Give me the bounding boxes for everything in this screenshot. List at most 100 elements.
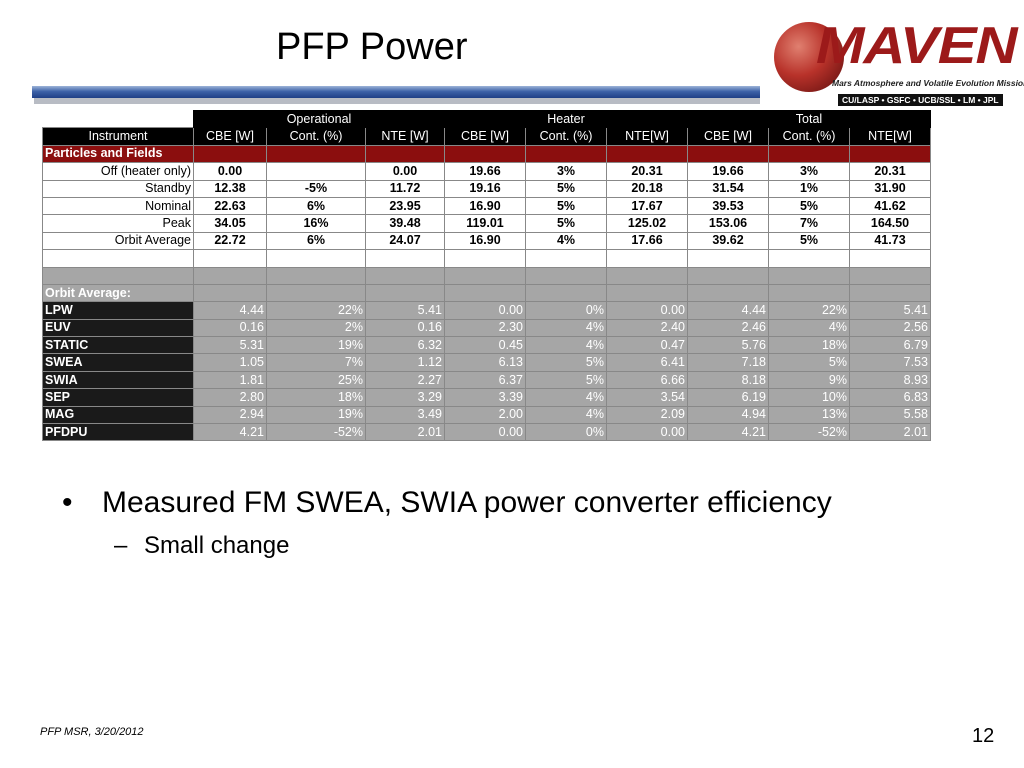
bullet-2-text: Small change [144, 532, 290, 559]
table-cell: 0.45 [444, 336, 526, 355]
row-label: LPW [42, 301, 194, 320]
power-table: Operational Heater Total Instrument CBE … [42, 109, 931, 442]
table-cell: 4% [525, 336, 607, 355]
table-cell: 6.37 [444, 370, 526, 390]
col-header: Cont. (%) [525, 127, 607, 146]
table-cell: 3.29 [365, 388, 445, 407]
section-cell [687, 144, 769, 164]
table-cell: 4.21 [687, 423, 769, 442]
grey-cell [687, 283, 769, 303]
table-cell: 0% [525, 301, 607, 320]
table-cell: 4% [525, 388, 607, 407]
table-cell: 4.44 [687, 301, 769, 320]
table-cell: 6.79 [849, 336, 931, 355]
table-cell: 7% [266, 353, 366, 372]
table-cell [266, 162, 366, 181]
table-cell: 31.90 [849, 179, 931, 198]
table-cell: 2.01 [849, 423, 931, 442]
grey-cell [606, 266, 688, 285]
grey-cell [266, 283, 366, 303]
table-cell: 41.62 [849, 196, 931, 216]
title-underline-bar [32, 86, 760, 98]
table-row: Peak 34.05 16% 39.48 119.01 5% 125.02 153.06 7% 1… [42, 214, 931, 233]
table-cell: 4% [525, 231, 607, 251]
table-cell: 4.94 [687, 405, 769, 425]
grey-cell [266, 266, 366, 285]
table-row: Off (heater only) 0.00 0.00 19.66 3% 20.31 19.… [42, 162, 931, 181]
row-label: Peak [42, 214, 194, 233]
table-cell: 20.18 [606, 179, 688, 198]
table-cell: 11.72 [365, 179, 445, 198]
table-row: SEP 2.80 18% 3.29 3.39 4% 3.54 6.19 10% 6.83 [42, 388, 931, 407]
section-cell [606, 144, 688, 164]
spacer-cell [193, 249, 267, 268]
table-cell: 5.31 [193, 336, 267, 355]
table-cell: 0.00 [606, 301, 688, 320]
table-cell: 19% [266, 336, 366, 355]
table-cell: 22% [266, 301, 366, 320]
spacer-cell [365, 249, 445, 268]
spacer-cell [444, 249, 526, 268]
grey-cell [768, 266, 850, 285]
table-cell: 20.31 [606, 162, 688, 181]
table-cell: 3.54 [606, 388, 688, 407]
table-cell: 6.41 [606, 353, 688, 372]
table-cell: 5% [525, 370, 607, 390]
table-cell: 16% [266, 214, 366, 233]
table-cell: 5% [525, 214, 607, 233]
table-cell: 5% [525, 179, 607, 198]
table-cell: 3% [768, 162, 850, 181]
table-cell: 2.30 [444, 318, 526, 338]
section-cell [266, 144, 366, 164]
row-label: STATIC [42, 336, 194, 355]
table-cell: 7.18 [687, 353, 769, 372]
section-cell [768, 144, 850, 164]
logo-wordmark: MAVEN [816, 17, 1018, 75]
spacer-row [42, 249, 931, 268]
row-label: Standby [42, 179, 194, 198]
table-cell: -52% [266, 423, 366, 442]
table-cell: 5.76 [687, 336, 769, 355]
table-cell: 5% [768, 196, 850, 216]
table-cell: 39.48 [365, 214, 445, 233]
grey-cell [444, 266, 526, 285]
table-cell: 34.05 [193, 214, 267, 233]
section-row-particles-fields: Particles and Fields [42, 144, 931, 164]
section-label: Particles and Fields [42, 144, 194, 164]
table-cell: 2.94 [193, 405, 267, 425]
spacer-cell [687, 249, 769, 268]
grey-cell [42, 266, 194, 285]
table-cell: 39.53 [687, 196, 769, 216]
group-header-blank [42, 110, 194, 128]
table-cell: 2.80 [193, 388, 267, 407]
spacer-cell [525, 249, 607, 268]
grey-cell [444, 283, 526, 303]
table-cell: 164.50 [849, 214, 931, 233]
table-cell: 20.31 [849, 162, 931, 181]
grey-cell [365, 283, 445, 303]
group-heater: Heater [444, 109, 688, 129]
group-header-row: Operational Heater Total [42, 109, 931, 129]
table-cell: 6% [266, 196, 366, 216]
maven-logo: MAVEN Mars Atmosphere and Volatile Evolu… [772, 10, 1024, 110]
grey-cell [687, 266, 769, 285]
row-label: MAG [42, 405, 194, 425]
group-total: Total [687, 109, 931, 129]
table-row: Standby 12.38 -5% 11.72 19.16 5% 20.18 31.54 1% 3… [42, 179, 931, 198]
col-header: NTE[W] [606, 127, 688, 146]
row-label: SEP [42, 388, 194, 407]
grey-row [42, 266, 931, 285]
table-cell: 4.44 [193, 301, 267, 320]
row-label: PFDPU [42, 423, 194, 442]
table-cell: 3.39 [444, 388, 526, 407]
table-cell: 2.01 [365, 423, 445, 442]
row-label: SWIA [42, 370, 194, 390]
bullet-2: – Small change [114, 532, 289, 560]
table-cell: 12.38 [193, 179, 267, 198]
table-cell: 119.01 [444, 214, 526, 233]
table-cell: 4.21 [193, 423, 267, 442]
row-label: SWEA [42, 353, 194, 372]
table-cell: 31.54 [687, 179, 769, 198]
table-cell: 5% [768, 353, 850, 372]
table-cell: 16.90 [444, 196, 526, 216]
